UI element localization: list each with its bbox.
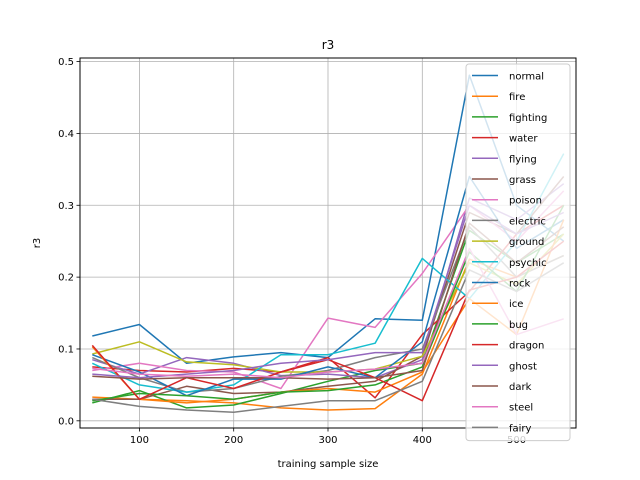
- legend-label-fairy: fairy: [509, 423, 532, 434]
- x-axis-label: training sample size: [278, 459, 379, 470]
- x-tick-label: 200: [224, 435, 243, 446]
- x-tick-label: 400: [413, 435, 432, 446]
- legend-label-fire: fire: [509, 92, 525, 103]
- chart-title: r3: [322, 38, 335, 52]
- legend-label-steel: steel: [509, 403, 533, 414]
- legend-label-ice: ice: [509, 299, 523, 310]
- y-tick-label: 0.0: [58, 416, 74, 427]
- legend-label-flying: flying: [509, 154, 537, 165]
- legend-label-electric: electric: [509, 216, 546, 227]
- legend-label-poison: poison: [509, 196, 542, 207]
- y-tick-label: 0.5: [58, 57, 74, 68]
- legend-label-dragon: dragon: [509, 341, 544, 352]
- legend-label-grass: grass: [509, 175, 536, 186]
- legend: normal fire fighting water flying grass poison…: [465, 63, 571, 442]
- y-axis-label: r3: [32, 238, 43, 248]
- legend-label-fighting: fighting: [509, 113, 547, 124]
- legend-label-bug: bug: [509, 320, 528, 331]
- x-tick-label: 100: [130, 435, 149, 446]
- y-tick-label: 0.2: [58, 273, 74, 284]
- y-axis-ticks: 0.0 0.1 0.2 0.3 0.4 0.5: [58, 57, 80, 427]
- legend-label-psychic: psychic: [509, 258, 547, 269]
- legend-label-water: water: [509, 134, 538, 145]
- legend-label-dark: dark: [509, 382, 532, 393]
- legend-label-ghost: ghost: [509, 361, 537, 372]
- y-tick-label: 0.4: [58, 129, 74, 140]
- y-tick-label: 0.3: [58, 201, 74, 212]
- legend-label-ground: ground: [509, 237, 544, 248]
- legend-label-normal: normal: [509, 72, 544, 83]
- x-tick-label: 300: [318, 435, 337, 446]
- legend-label-rock: rock: [509, 279, 531, 290]
- y-tick-label: 0.1: [58, 344, 74, 355]
